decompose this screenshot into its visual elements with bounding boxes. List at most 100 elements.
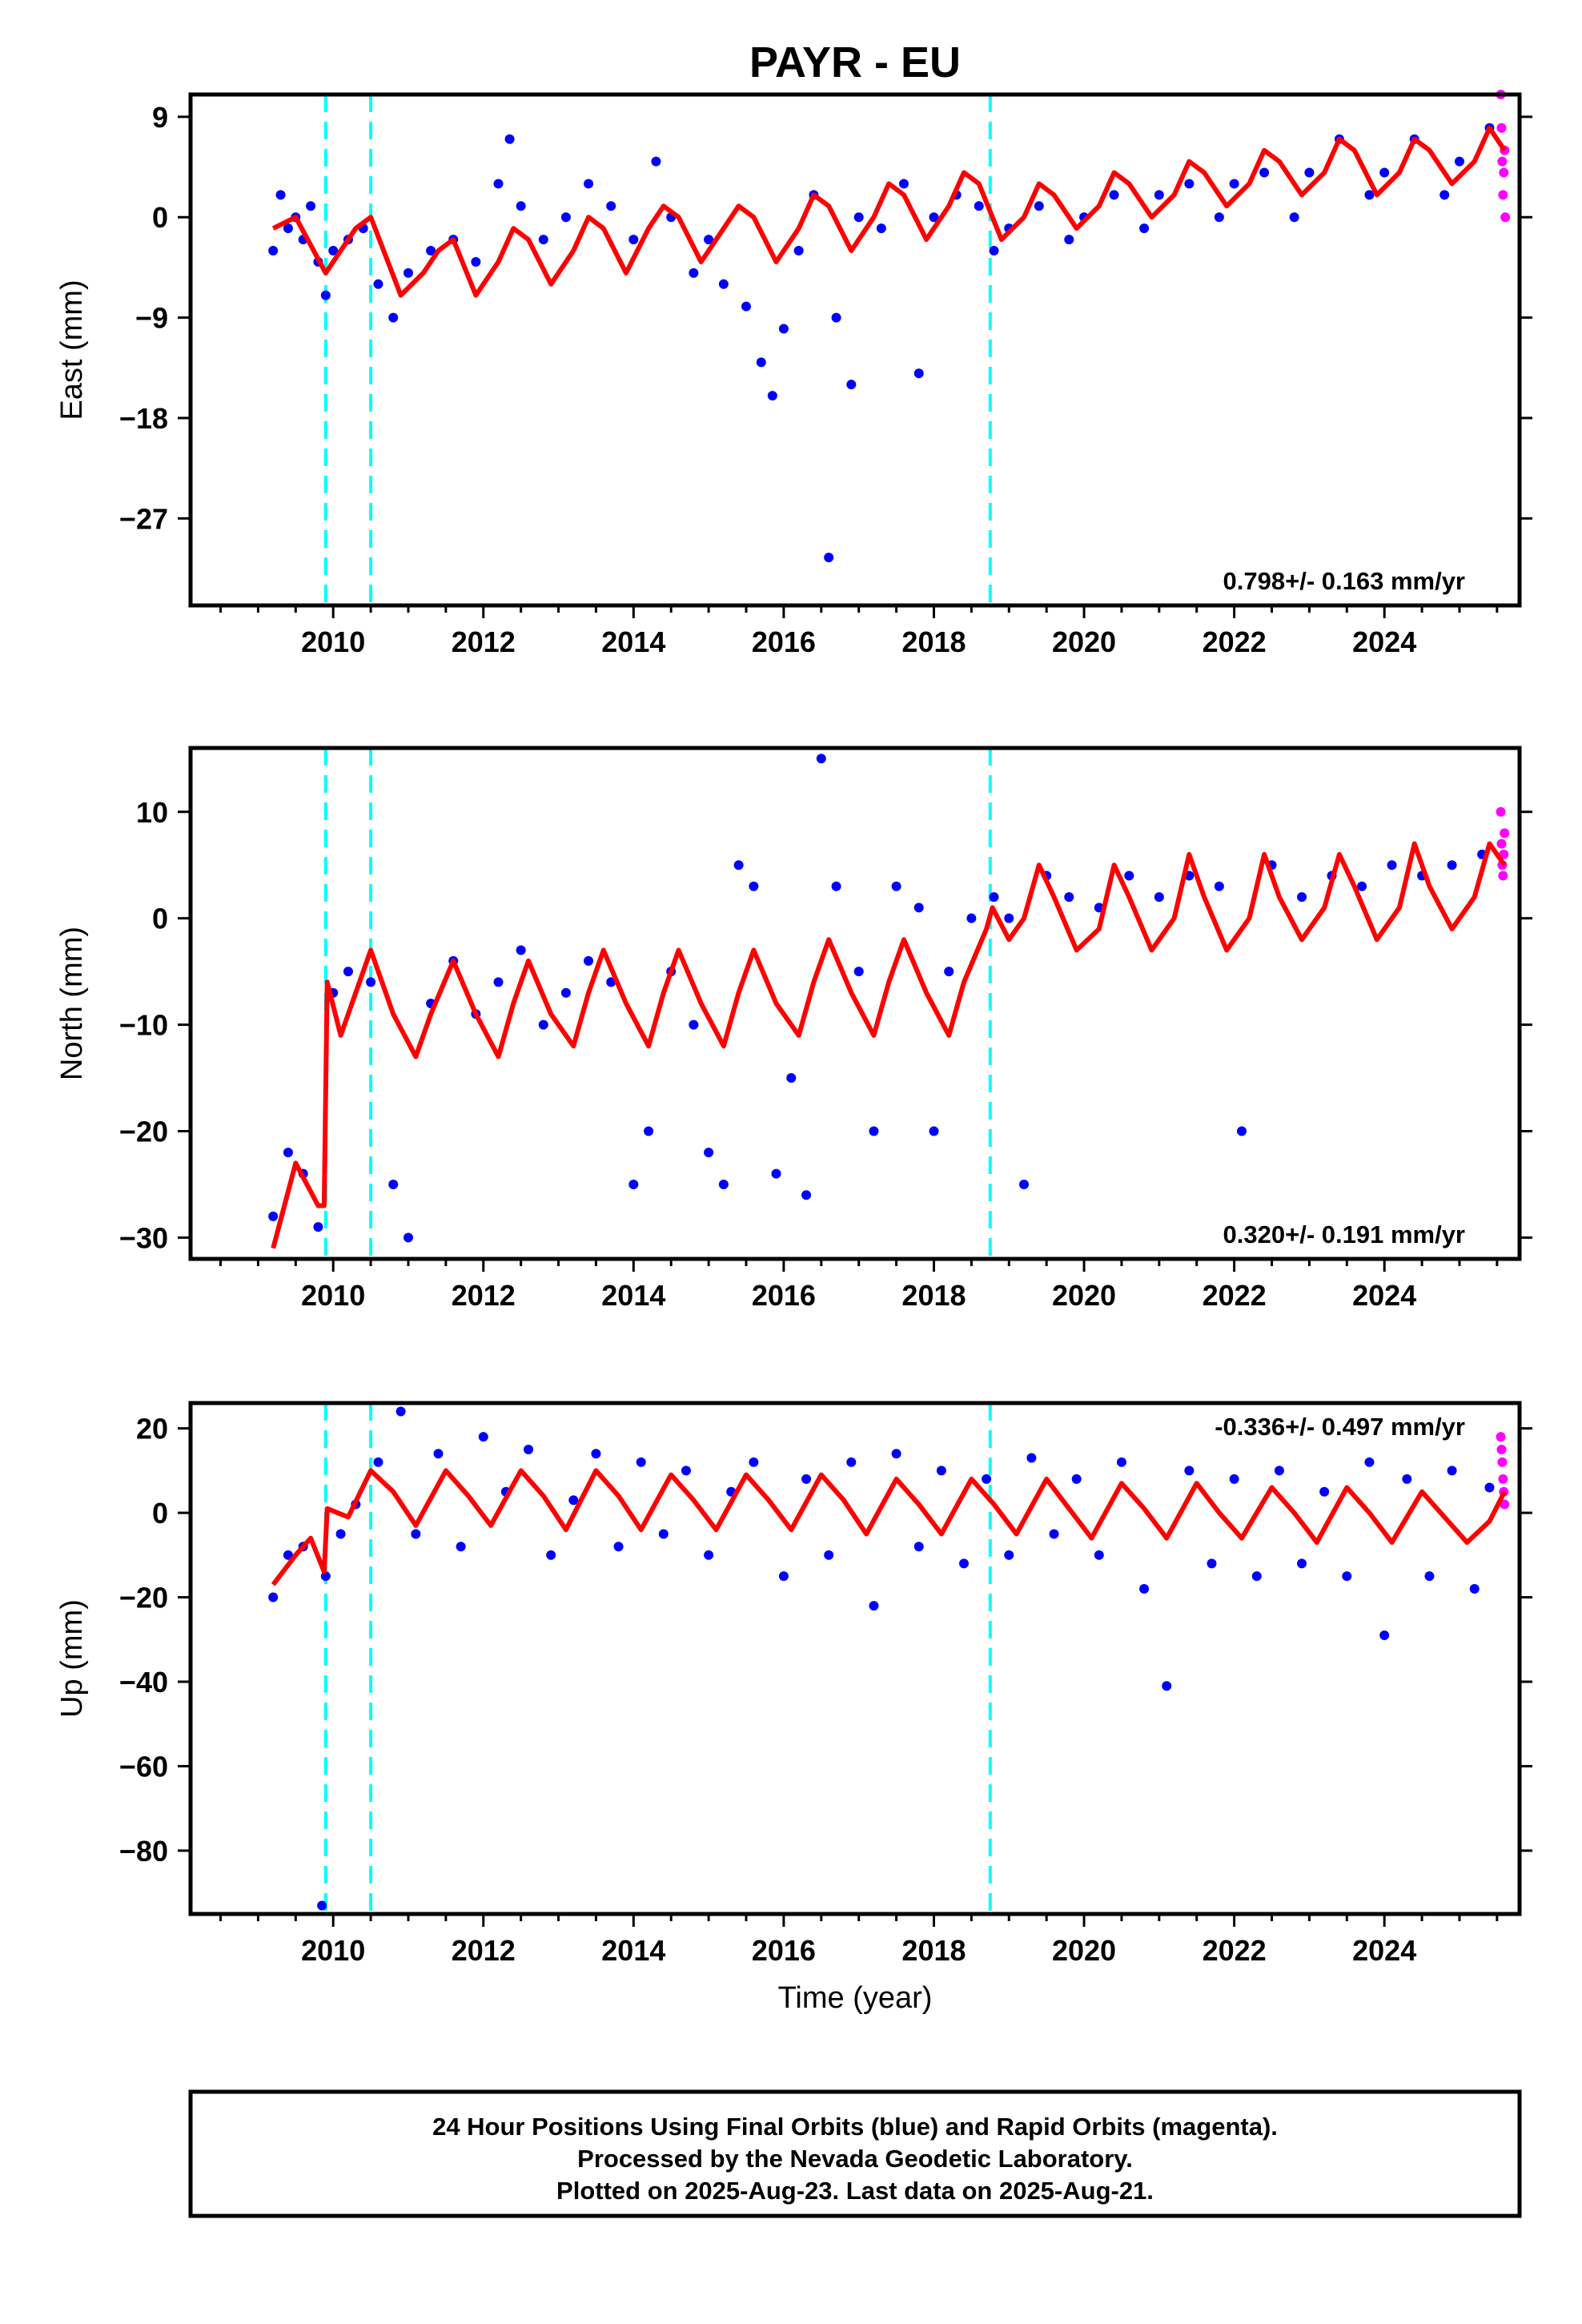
final-orbit-point bbox=[913, 368, 924, 379]
final-orbit-point bbox=[1019, 1179, 1030, 1189]
x-tick-label: 2024 bbox=[1352, 625, 1416, 658]
x-tick-label: 2010 bbox=[301, 625, 365, 658]
rapid-orbit-point bbox=[1496, 838, 1507, 849]
rapid-orbit-point bbox=[1500, 828, 1510, 838]
final-orbit-point bbox=[584, 955, 594, 966]
final-orbit-point bbox=[1319, 1486, 1330, 1497]
y-tick-label: 0 bbox=[152, 903, 168, 935]
x-tick-label: 2014 bbox=[601, 1934, 665, 1967]
final-orbit-point bbox=[1184, 1466, 1195, 1476]
x-tick-label: 2010 bbox=[301, 1934, 365, 1967]
plot-frame bbox=[188, 746, 1522, 1261]
final-orbit-point bbox=[778, 324, 789, 334]
final-orbit-point bbox=[1297, 1558, 1307, 1569]
final-orbit-point bbox=[704, 1148, 714, 1158]
plot-frame bbox=[188, 1401, 1522, 1916]
y-tick-label: 9 bbox=[152, 101, 168, 134]
final-orbit-point bbox=[824, 553, 834, 563]
final-orbit-point bbox=[1139, 223, 1150, 234]
footer-border bbox=[188, 2089, 1522, 2218]
final-orbit-point bbox=[628, 235, 639, 245]
final-orbit-point bbox=[516, 945, 526, 955]
y-axis-label: North (mm) bbox=[55, 927, 89, 1080]
final-orbit-point bbox=[1342, 1571, 1352, 1582]
final-orbit-point bbox=[1049, 1529, 1059, 1539]
final-orbit-point bbox=[1214, 212, 1224, 223]
x-tick-label: 2018 bbox=[901, 1934, 966, 1967]
final-orbit-point bbox=[989, 246, 999, 256]
final-orbit-point bbox=[1154, 892, 1164, 903]
final-orbit-point bbox=[749, 1457, 759, 1467]
final-orbit-point bbox=[628, 1179, 639, 1189]
final-orbit-point bbox=[1357, 881, 1367, 891]
final-orbit-point bbox=[831, 312, 841, 323]
y-tick-label: −60 bbox=[119, 1750, 168, 1783]
final-orbit-point bbox=[403, 1232, 413, 1243]
final-orbit-point bbox=[268, 1211, 279, 1221]
plot-frame bbox=[188, 92, 1522, 608]
rate-label: 0.320+/- 0.191 mm/yr bbox=[1223, 1220, 1465, 1248]
final-orbit-point bbox=[313, 1222, 323, 1232]
final-orbit-point bbox=[767, 391, 777, 401]
final-orbit-point bbox=[846, 380, 857, 390]
y-tick-label: 0 bbox=[152, 1497, 168, 1530]
final-orbit-point bbox=[268, 246, 279, 256]
final-orbit-point bbox=[320, 290, 331, 300]
final-orbit-point bbox=[786, 1073, 797, 1084]
y-tick-label: −30 bbox=[119, 1221, 168, 1254]
final-orbit-point bbox=[1154, 190, 1164, 200]
final-orbit-point bbox=[1116, 1457, 1126, 1467]
model-fit-line bbox=[271, 125, 1507, 298]
final-orbit-point bbox=[388, 1179, 399, 1189]
final-orbit-point bbox=[283, 1550, 293, 1560]
final-orbit-point bbox=[778, 1571, 789, 1582]
final-orbit-point bbox=[733, 860, 744, 870]
final-orbit-point bbox=[1229, 179, 1239, 189]
final-orbit-point bbox=[749, 881, 759, 891]
y-tick-label: −40 bbox=[119, 1666, 168, 1699]
final-orbit-point bbox=[958, 1558, 969, 1569]
x-tick-label: 2022 bbox=[1203, 1934, 1267, 1967]
footer-line-2: Processed by the Nevada Geodetic Laborat… bbox=[577, 2145, 1133, 2173]
final-orbit-point bbox=[1364, 1457, 1375, 1467]
final-orbit-point bbox=[613, 1542, 624, 1552]
final-orbit-point bbox=[433, 1449, 444, 1459]
y-tick-label: −20 bbox=[119, 1116, 168, 1148]
final-orbit-point bbox=[396, 1406, 406, 1417]
footer-line-1: 24 Hour Positions Using Final Orbits (bl… bbox=[432, 2113, 1278, 2141]
final-orbit-point bbox=[869, 1601, 879, 1611]
y-tick-label: 0 bbox=[152, 201, 168, 234]
final-orbit-point bbox=[1139, 1584, 1150, 1594]
final-orbit-point bbox=[1004, 1550, 1014, 1560]
x-tick-label: 2022 bbox=[1203, 625, 1267, 658]
x-tick-label: 2020 bbox=[1052, 1934, 1116, 1967]
final-orbit-point bbox=[689, 267, 699, 278]
final-orbit-point bbox=[388, 312, 399, 323]
final-orbit-point bbox=[718, 279, 729, 289]
final-orbit-point bbox=[546, 1550, 556, 1560]
final-orbit-point bbox=[1387, 860, 1397, 870]
x-tick-label: 2014 bbox=[601, 1279, 665, 1312]
y-tick-label: 20 bbox=[136, 1413, 168, 1445]
rapid-orbit-point bbox=[1498, 190, 1508, 200]
final-orbit-point bbox=[974, 201, 984, 211]
final-orbit-point bbox=[801, 1474, 812, 1484]
final-orbit-point bbox=[1207, 1558, 1217, 1569]
final-orbit-point bbox=[644, 1126, 654, 1136]
y-tick-label: 10 bbox=[136, 796, 168, 829]
rapid-orbit-point bbox=[1496, 123, 1507, 133]
final-orbit-point bbox=[756, 357, 766, 368]
rapid-orbit-point bbox=[1496, 1445, 1507, 1454]
final-orbit-point bbox=[1071, 1474, 1082, 1484]
rapid-orbit-point bbox=[1497, 1457, 1508, 1467]
final-orbit-point bbox=[636, 1457, 646, 1467]
final-orbit-point bbox=[681, 1466, 691, 1476]
final-orbit-point bbox=[283, 223, 293, 234]
final-orbit-point bbox=[373, 279, 383, 289]
y-tick-label: −9 bbox=[135, 302, 168, 335]
x-tick-label: 2012 bbox=[452, 1934, 516, 1967]
final-orbit-point bbox=[1402, 1474, 1412, 1484]
final-orbit-point bbox=[504, 134, 515, 144]
final-orbit-point bbox=[456, 1542, 466, 1552]
